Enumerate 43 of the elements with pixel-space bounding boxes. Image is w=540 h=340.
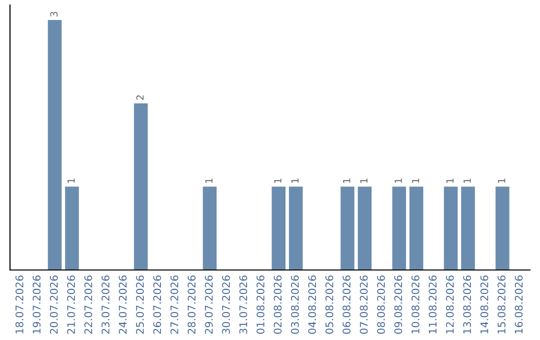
- x-tick-label: 29.07.2026: [204, 276, 213, 334]
- x-tick-label: 19.07.2026: [32, 276, 41, 334]
- x-tick-label: 27.07.2026: [170, 276, 178, 334]
- data-label: 1: [446, 178, 454, 183]
- x-tick-label: 11.08.2026: [428, 276, 437, 334]
- data-label: 2: [136, 95, 144, 100]
- x-tick-label: 13.08.2026: [463, 276, 472, 334]
- x-tick-label: 01.08.2026: [256, 276, 264, 334]
- data-label: 1: [360, 178, 368, 183]
- x-tick-label: 05.08.2026: [325, 276, 334, 334]
- x-tick-label: 04.08.2026: [308, 276, 316, 334]
- x-tick-label: 23.07.2026: [102, 276, 110, 334]
- x-tick-label: 03.08.2026: [290, 276, 299, 334]
- data-label: 1: [274, 178, 282, 183]
- data-label: 1: [412, 178, 420, 183]
- x-tick-label: 12.08.2026: [446, 276, 454, 334]
- x-tick-label: 30.07.2026: [222, 276, 230, 334]
- x-tick-label: 25.07.2026: [136, 276, 144, 334]
- data-label: 1: [343, 178, 350, 183]
- data-label: 1: [498, 178, 506, 183]
- x-tick-label: 26.07.2026: [153, 276, 162, 334]
- x-tick-label: 16.08.2026: [514, 276, 523, 334]
- x-tick-label: 18.07.2026: [15, 276, 24, 334]
- x-tick-label: 10.08.2026: [412, 276, 420, 334]
- x-tick-label: 31.07.2026: [239, 276, 248, 334]
- x-tick-label: 20.07.2026: [50, 276, 58, 334]
- data-label: 1: [394, 178, 402, 183]
- data-label: 1: [68, 178, 75, 183]
- data-label: 1: [291, 178, 299, 183]
- x-tick-label: 08.08.2026: [377, 276, 385, 334]
- data-label: 3: [50, 12, 58, 16]
- x-tick-label: 06.08.2026: [342, 276, 351, 334]
- x-tick-label: 28.07.2026: [188, 276, 196, 334]
- x-tick-label: 21.07.2026: [67, 276, 76, 334]
- x-tick-label: 15.08.2026: [498, 276, 506, 334]
- x-tick-label: 07.08.2026: [360, 276, 368, 334]
- data-label: 1: [464, 178, 471, 183]
- x-tick-label: 09.08.2026: [394, 276, 402, 334]
- x-tick-label: 22.07.2026: [84, 276, 92, 334]
- data-label: 1: [205, 178, 212, 183]
- x-tick-label: 02.08.2026: [274, 276, 282, 334]
- x-tick-label: 24.07.2026: [118, 276, 127, 334]
- x-tick-label: 14.08.2026: [480, 276, 488, 334]
